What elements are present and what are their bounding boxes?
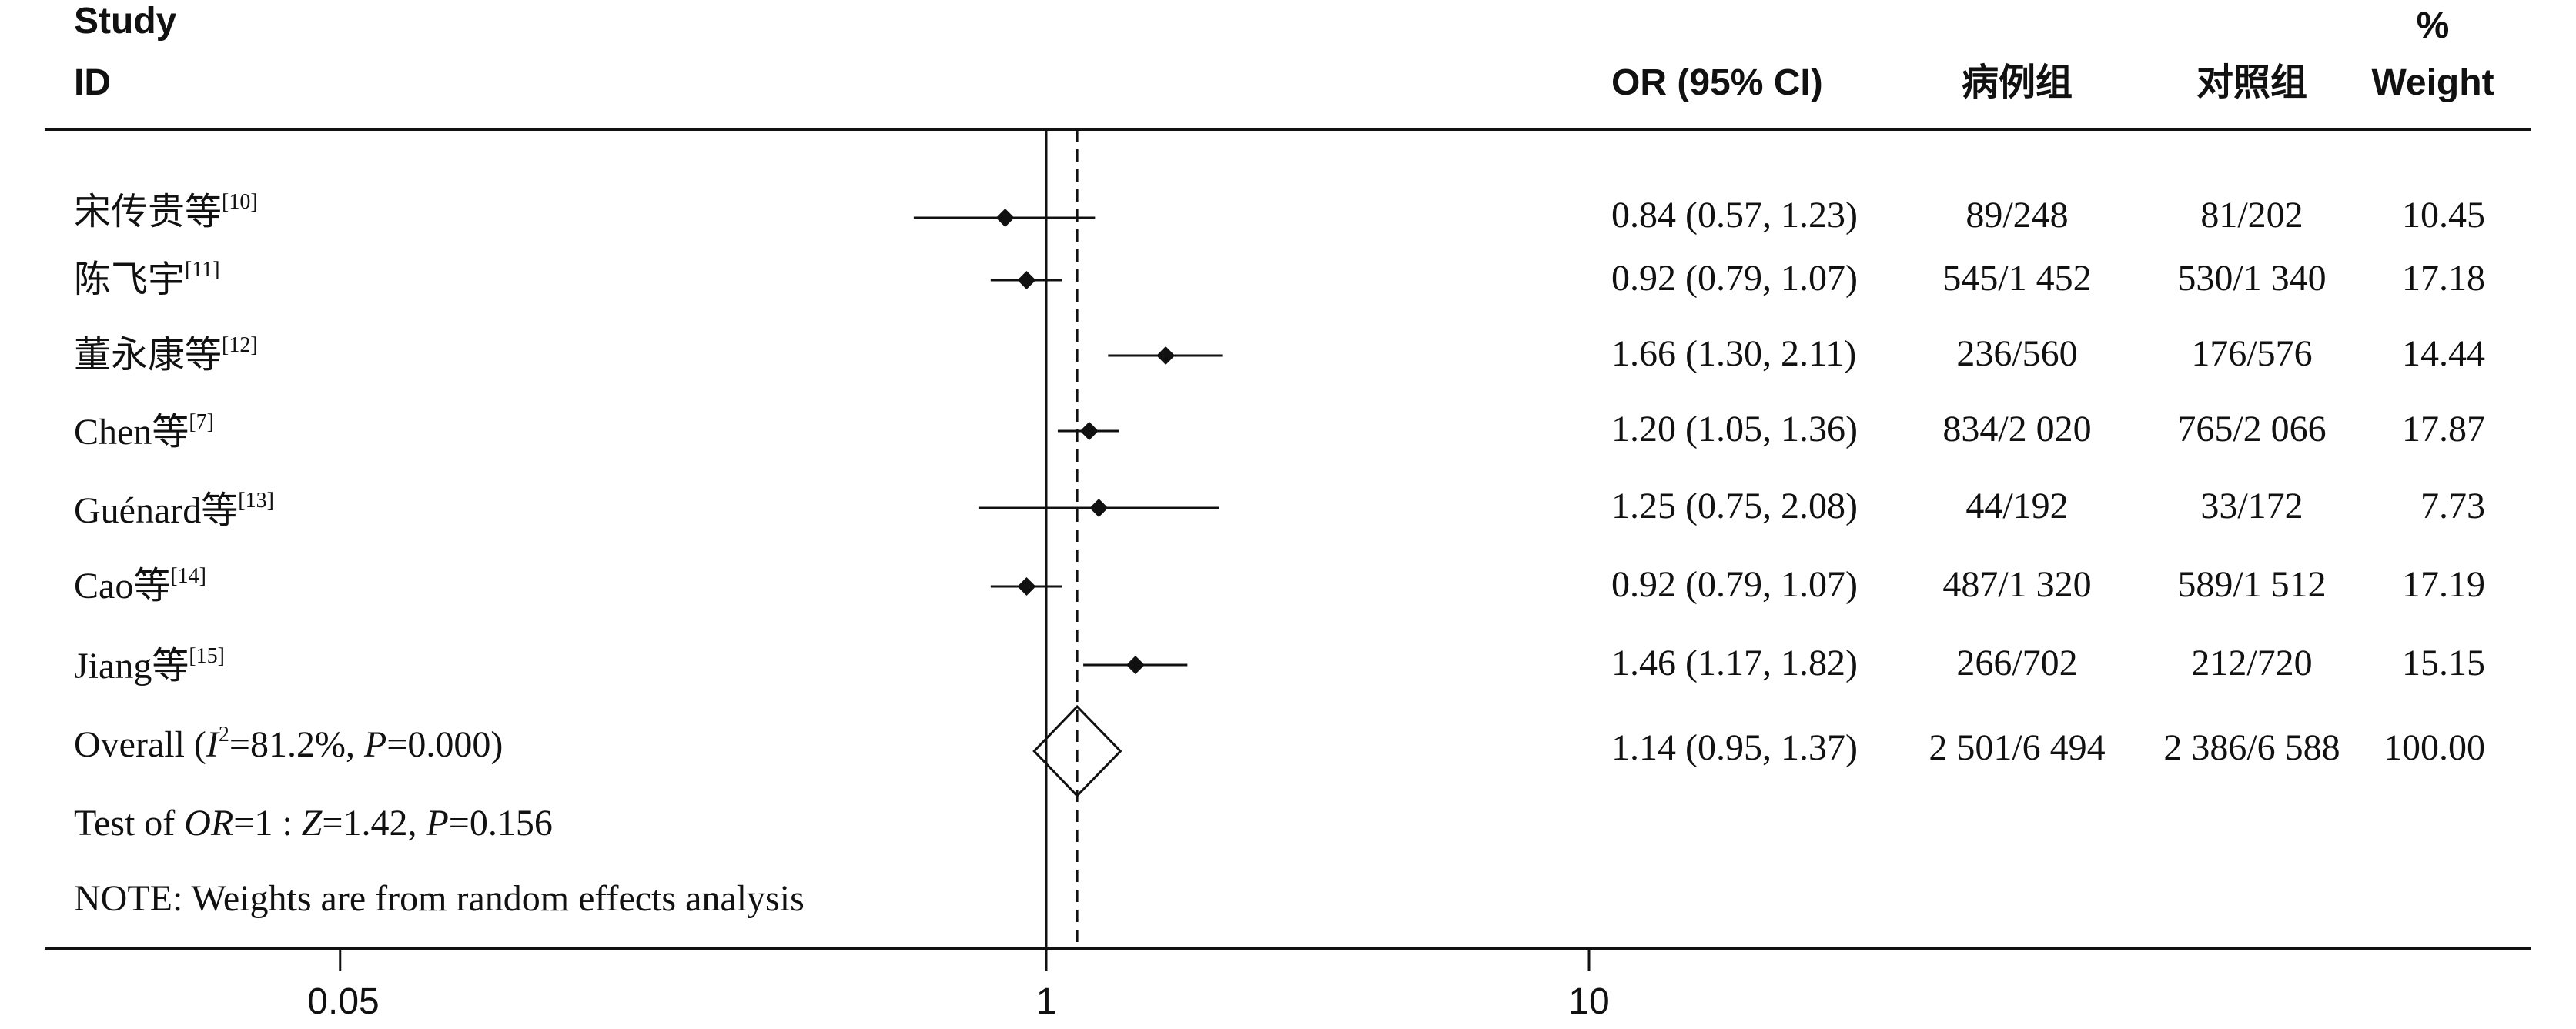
study-ref: [12] bbox=[222, 333, 258, 357]
overall-control-value: 2 386/6 588 bbox=[2163, 727, 2340, 768]
study-label: Jiang等[15] bbox=[74, 644, 225, 687]
study-header-line2: ID bbox=[74, 62, 111, 103]
study-ref: [11] bbox=[185, 258, 220, 282]
weight-value: 17.19 bbox=[2402, 564, 2485, 605]
overall-diamond bbox=[1032, 704, 1122, 798]
or-ci-value: 0.92 (0.79, 1.07) bbox=[1611, 564, 1858, 605]
test-of-or-line: Test of OR=1 : Z=1.42, P=0.156 bbox=[74, 803, 553, 844]
weight-value: 7.73 bbox=[2420, 486, 2485, 526]
weight-header-line2: Weight bbox=[2371, 62, 2494, 103]
study-ref: [14] bbox=[170, 564, 206, 588]
weight-value: 14.44 bbox=[2402, 333, 2485, 374]
control-value: 765/2 066 bbox=[2177, 409, 2327, 449]
study-ref: [15] bbox=[189, 644, 225, 668]
or-ci-value: 0.84 (0.57, 1.23) bbox=[1611, 195, 1858, 236]
case-value: 545/1 452 bbox=[1942, 258, 2092, 299]
study-label: Guénard等[13] bbox=[74, 489, 274, 531]
control-value: 589/1 512 bbox=[2177, 564, 2327, 605]
case-group-header: 病例组 bbox=[1961, 62, 2073, 103]
point-estimate-marker bbox=[1079, 422, 1099, 440]
overall-case-value: 2 501/6 494 bbox=[1929, 727, 2106, 768]
point-estimate-marker bbox=[1156, 346, 1176, 365]
point-estimate-marker bbox=[1017, 577, 1036, 596]
x-tick-label: 1 bbox=[1035, 981, 1057, 1022]
point-estimate-marker bbox=[1089, 499, 1109, 517]
control-value: 33/172 bbox=[2200, 486, 2303, 526]
overall-or-ci-value: 1.14 (0.95, 1.37) bbox=[1611, 727, 1858, 768]
or-ci-value: 1.20 (1.05, 1.36) bbox=[1611, 409, 1858, 449]
case-value: 266/702 bbox=[1956, 643, 2078, 683]
point-estimate-marker bbox=[1126, 656, 1145, 674]
bottom-rule bbox=[45, 947, 2531, 950]
study-ref: [7] bbox=[189, 410, 214, 434]
case-value: 44/192 bbox=[1965, 486, 2069, 526]
control-value: 81/202 bbox=[2200, 195, 2303, 236]
weight-value: 15.15 bbox=[2402, 643, 2485, 683]
or-ci-header: OR (95% CI) bbox=[1611, 62, 1823, 103]
study-ref: [10] bbox=[222, 190, 258, 214]
control-group-header: 对照组 bbox=[2196, 62, 2308, 103]
point-estimate-marker bbox=[1017, 271, 1036, 289]
study-label: 董永康等[12] bbox=[74, 333, 258, 376]
weight-value: 17.18 bbox=[2402, 258, 2485, 299]
or-ci-value: 1.46 (1.17, 1.82) bbox=[1611, 643, 1858, 683]
weight-value: 10.45 bbox=[2402, 195, 2485, 236]
study-ref: [13] bbox=[238, 489, 274, 513]
x-tick-label: 10 bbox=[1568, 981, 1610, 1022]
or-ci-value: 0.92 (0.79, 1.07) bbox=[1611, 258, 1858, 299]
weight-value: 17.87 bbox=[2402, 409, 2485, 449]
study-label: Chen等[7] bbox=[74, 410, 214, 453]
control-value: 212/720 bbox=[2191, 643, 2313, 683]
top-rule bbox=[45, 128, 2531, 131]
or-ci-value: 1.66 (1.30, 2.11) bbox=[1611, 333, 1857, 374]
case-value: 487/1 320 bbox=[1942, 564, 2092, 605]
study-header-line1: Study bbox=[74, 1, 177, 42]
case-value: 89/248 bbox=[1965, 195, 2069, 236]
study-label: 陈飞宇[11] bbox=[74, 258, 220, 300]
control-value: 176/576 bbox=[2191, 333, 2313, 374]
or-ci-value: 1.25 (0.75, 2.08) bbox=[1611, 486, 1858, 526]
case-value: 834/2 020 bbox=[1942, 409, 2092, 449]
control-value: 530/1 340 bbox=[2177, 258, 2327, 299]
weights-note: NOTE: Weights are from random effects an… bbox=[74, 878, 805, 919]
study-label: 宋传贵等[10] bbox=[74, 190, 258, 232]
study-label: Cao等[14] bbox=[74, 564, 206, 606]
overall-label: Overall (I2=81.2%, P=0.000) bbox=[74, 723, 503, 765]
point-estimate-marker bbox=[995, 209, 1015, 227]
overall-weight-value: 100.00 bbox=[2384, 727, 2485, 768]
weight-header-line1: % bbox=[2416, 5, 2450, 46]
x-tick-label: 0.05 bbox=[307, 981, 380, 1022]
case-value: 236/560 bbox=[1956, 333, 2078, 374]
